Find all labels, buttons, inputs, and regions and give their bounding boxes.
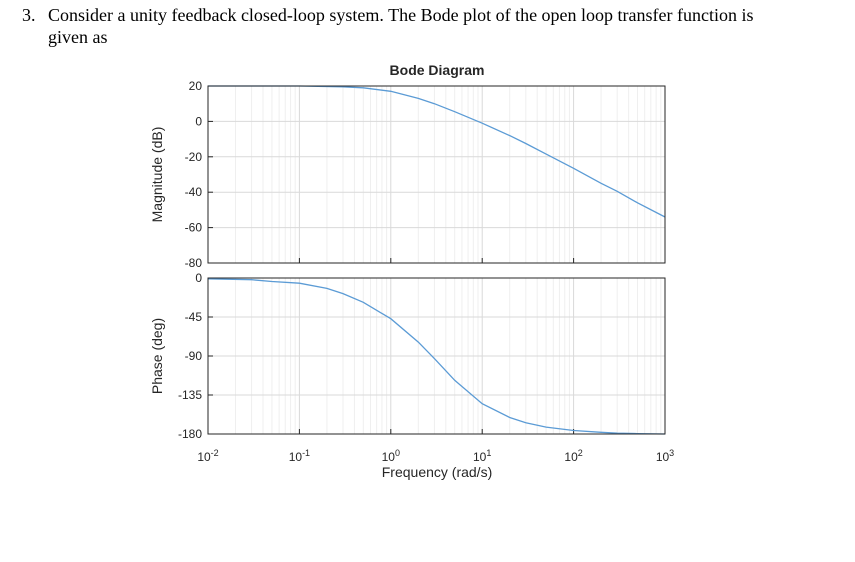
phase-panel: 0 -45 -90 -135 -180 Phase (deg) [149, 271, 666, 441]
question-line-2: given as [48, 27, 108, 47]
magnitude-y-tick-label: 0 [195, 114, 202, 128]
x-tick-label: 100 [382, 448, 400, 464]
x-tick-label: 10-1 [289, 448, 310, 464]
phase-y-tick-label: -90 [185, 349, 203, 363]
x-tick-labels: 10-2 10-1 100 101 102 103 [197, 448, 674, 464]
phase-y-tick-label: -135 [178, 388, 202, 402]
magnitude-panel: 20 0 -20 -40 -60 -80 Magnitude (dB) [149, 79, 666, 270]
x-axis-label: Frequency (rad/s) [382, 464, 492, 480]
magnitude-plot-area [208, 86, 665, 263]
magnitude-y-tick-label: -80 [185, 256, 203, 270]
question-number: 3. [22, 5, 36, 25]
magnitude-y-tick-label: -20 [185, 150, 203, 164]
x-tick-label: 101 [473, 448, 491, 464]
magnitude-series-line [208, 85, 666, 218]
question-text: 3. Consider a unity feedback closed-loop … [22, 4, 822, 48]
x-tick-label: 103 [656, 448, 674, 464]
phase-y-tick-label: -180 [178, 427, 202, 441]
x-tick-label: 10-2 [197, 448, 218, 464]
magnitude-y-tick-label: -40 [185, 185, 203, 199]
magnitude-y-axis-label: Magnitude (dB) [149, 127, 165, 223]
chart-title: Bode Diagram [390, 62, 485, 78]
magnitude-axes-frame [207, 85, 666, 264]
question-line-1: 3. Consider a unity feedback closed-loop … [22, 4, 822, 26]
phase-y-tick-label: 0 [195, 271, 202, 285]
phase-y-tick-label: -45 [185, 310, 203, 324]
phase-axes-frame [207, 277, 666, 435]
question-text-line-1: Consider a unity feedback closed-loop sy… [48, 5, 754, 25]
magnitude-y-tick-label: 20 [189, 79, 203, 93]
phase-y-axis-label: Phase (deg) [149, 318, 165, 394]
phase-series-line [207, 278, 666, 435]
magnitude-y-tick-label: -60 [185, 221, 203, 235]
x-tick-label: 102 [564, 448, 582, 464]
